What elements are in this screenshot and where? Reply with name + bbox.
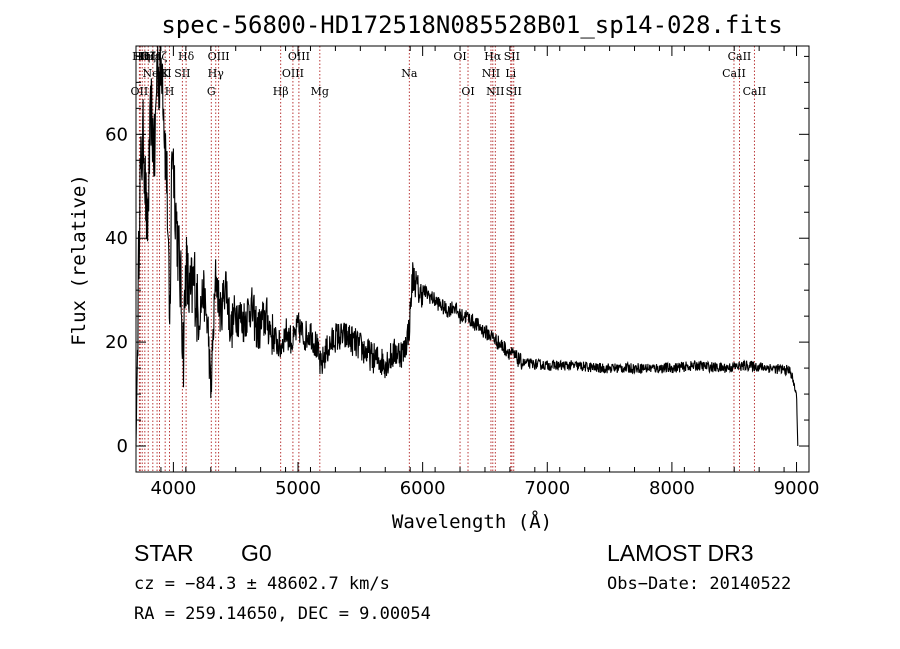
x-tick-label-1: 5000 — [275, 478, 321, 499]
line-label-19: Na — [401, 67, 418, 80]
y-axis-label: Flux (relative) — [68, 174, 90, 346]
line-label-24: NII — [486, 85, 504, 98]
line-label-26: SII — [504, 50, 520, 63]
line-label-14: OIII — [208, 50, 230, 63]
object-class: STAR — [134, 540, 194, 566]
y-tick-label-3: 60 — [105, 124, 128, 145]
line-label-30: CaII — [743, 85, 767, 98]
plot-frame — [135, 45, 810, 473]
survey-name: LAMOST DR3 — [607, 540, 754, 566]
line-label-28: CaII — [722, 67, 746, 80]
x-tick-label-4: 8000 — [649, 478, 695, 499]
line-label-10: SII — [174, 67, 190, 80]
line-label-18: Mg — [311, 85, 329, 98]
line-label-29: CaII — [728, 50, 752, 63]
line-label-13: Hγ — [208, 67, 225, 80]
series-line-0 — [135, 45, 799, 447]
line-label-16: OIII — [282, 67, 304, 80]
x-tick-label-3: 7000 — [524, 478, 570, 499]
line-label-17: OIII — [288, 50, 310, 63]
y-tick-label-1: 20 — [105, 332, 128, 353]
line-labels-layer: OIIHθHηHιHζHεNeIIIHζKHSIIHδGHγOIIIHβOIII… — [131, 50, 767, 98]
obs-date: Obs−Date: 20140522 — [607, 574, 792, 594]
line-label-15: Hβ — [273, 85, 289, 98]
line-label-22: NII — [482, 67, 500, 80]
x-tick-label-2: 6000 — [400, 478, 446, 499]
line-label-8: K — [161, 67, 170, 80]
y-tick-label-0: 0 — [117, 436, 128, 457]
ra-dec-info: RA = 259.14650, DEC = 9.00054 — [134, 604, 431, 624]
line-label-12: G — [207, 85, 216, 98]
line-label-4: Hζ — [140, 50, 156, 63]
series-layer — [135, 45, 799, 447]
line-label-3: Hι — [138, 50, 152, 63]
line-label-11: Hδ — [178, 50, 195, 63]
line-label-2: Hη — [134, 50, 150, 63]
redshift-info: cz = −84.3 ± 48602.7 km/s — [134, 574, 390, 594]
line-label-0: OII — [131, 85, 149, 98]
chart-title: spec-56800-HD172518N085528B01_sp14-028.f… — [161, 11, 782, 39]
line-label-27: SII — [506, 85, 522, 98]
line-label-23: Hα — [484, 50, 502, 63]
emission-lines-layer — [138, 46, 755, 472]
line-label-20: OI — [453, 50, 466, 63]
object-subclass: G0 — [241, 540, 272, 566]
spectrum-chart: spec-56800-HD172518N085528B01_sp14-028.f… — [68, 11, 819, 533]
x-tick-label-5: 9000 — [774, 478, 820, 499]
line-label-21: OI — [461, 85, 474, 98]
axis-ticks: 4000 5000 6000 7000 8000 9000 0 20 40 60 — [105, 46, 819, 499]
x-axis-label: Wavelength (Å) — [392, 510, 552, 533]
x-tick-label-0: 4000 — [150, 478, 196, 499]
y-tick-label-2: 40 — [105, 228, 128, 249]
line-label-9: H — [165, 85, 175, 98]
line-label-25: Li — [505, 67, 516, 80]
